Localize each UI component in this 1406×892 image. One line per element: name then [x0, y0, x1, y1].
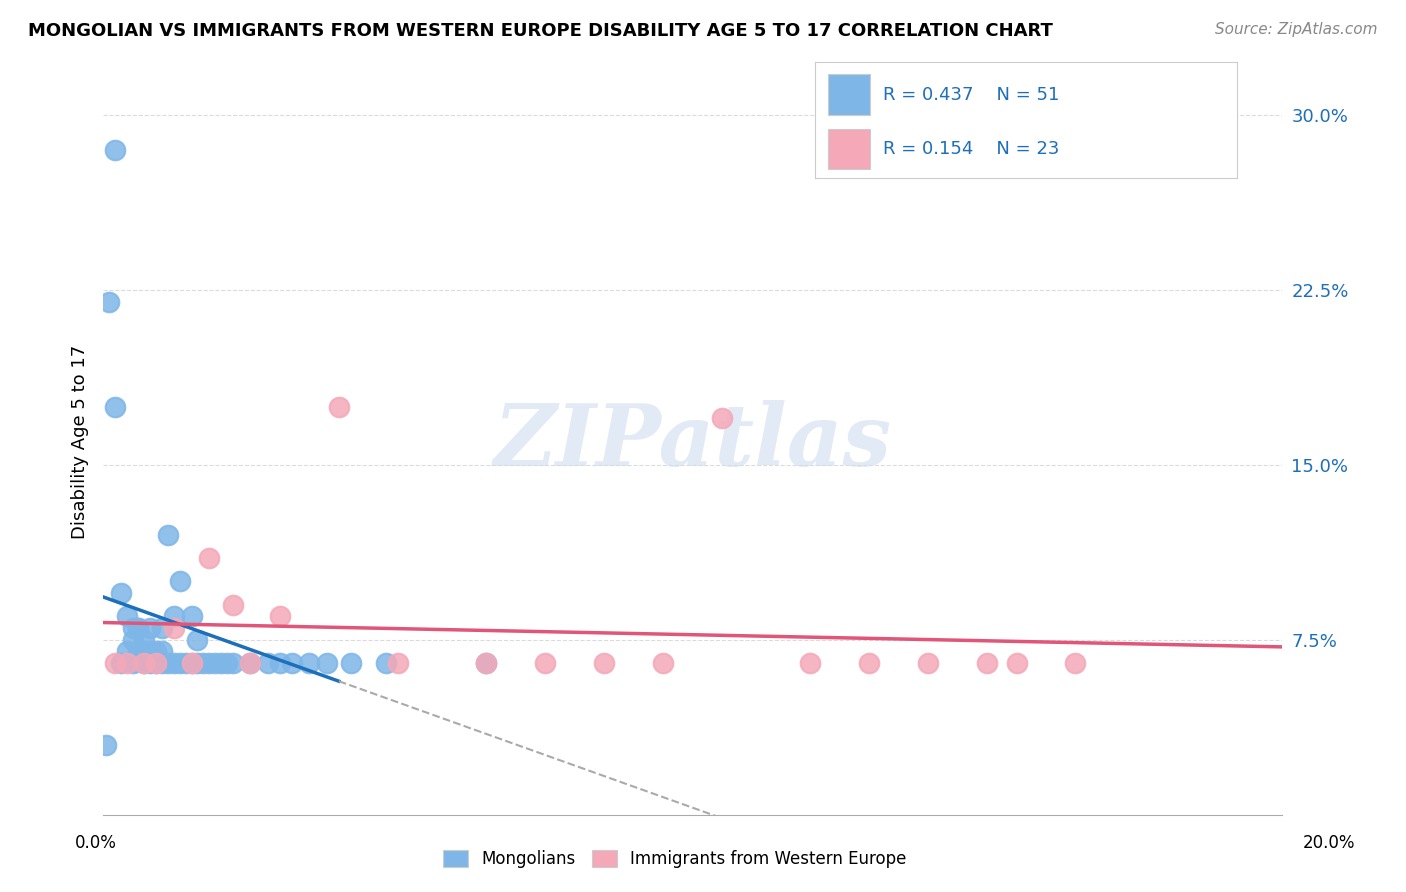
Point [186, 632, 208, 647]
Point [115, 609, 138, 624]
Point [139, 621, 162, 635]
Text: 0.0%: 0.0% [75, 834, 117, 852]
Legend: Mongolians, Immigrants from Western Europe: Mongolians, Immigrants from Western Euro… [436, 843, 914, 875]
Point [150, 656, 173, 670]
Point [917, 656, 939, 670]
Text: 20.0%: 20.0% [1302, 834, 1355, 852]
Point [215, 656, 238, 670]
Text: R = 0.154    N = 23: R = 0.154 N = 23 [883, 140, 1059, 159]
Point [652, 656, 675, 670]
Point [98, 294, 121, 309]
Point [222, 598, 245, 612]
Point [134, 632, 156, 647]
Text: R = 0.437    N = 51: R = 0.437 N = 51 [883, 86, 1059, 103]
Point [121, 656, 143, 670]
Point [163, 609, 186, 624]
Point [1064, 656, 1087, 670]
Point [328, 400, 350, 414]
Point [257, 656, 280, 670]
Point [222, 656, 245, 670]
Point [180, 609, 202, 624]
Point [145, 656, 167, 670]
Text: MONGOLIAN VS IMMIGRANTS FROM WESTERN EUROPE DISABILITY AGE 5 TO 17 CORRELATION C: MONGOLIAN VS IMMIGRANTS FROM WESTERN EUR… [28, 22, 1053, 40]
Point [180, 656, 202, 670]
Point [239, 656, 262, 670]
Point [145, 656, 167, 670]
Point [1005, 656, 1028, 670]
Point [134, 656, 156, 670]
Point [156, 656, 179, 670]
Point [858, 656, 880, 670]
Point [976, 656, 998, 670]
Point [150, 621, 173, 635]
Point [115, 656, 138, 670]
Point [110, 586, 132, 600]
Point [134, 644, 156, 658]
Point [139, 644, 162, 658]
Point [156, 528, 179, 542]
Point [115, 644, 138, 658]
Point [169, 656, 191, 670]
Point [209, 656, 232, 670]
Point [174, 656, 197, 670]
Text: Source: ZipAtlas.com: Source: ZipAtlas.com [1215, 22, 1378, 37]
Point [145, 644, 167, 658]
Point [150, 644, 173, 658]
Point [127, 621, 149, 635]
Point [239, 656, 262, 670]
Point [375, 656, 398, 670]
Point [110, 656, 132, 670]
FancyBboxPatch shape [828, 128, 870, 169]
Point [269, 609, 291, 624]
Point [163, 656, 186, 670]
Point [534, 656, 557, 670]
Point [104, 400, 127, 414]
Point [127, 621, 149, 635]
Point [127, 644, 149, 658]
Point [134, 656, 156, 670]
Point [316, 656, 339, 670]
Point [269, 656, 291, 670]
FancyBboxPatch shape [828, 74, 870, 114]
Point [186, 656, 208, 670]
Point [121, 632, 143, 647]
Point [193, 656, 215, 670]
Point [475, 656, 498, 670]
Text: ZIPatlas: ZIPatlas [494, 400, 891, 483]
Point [94, 738, 117, 752]
Point [710, 411, 733, 425]
Point [298, 656, 321, 670]
Point [104, 143, 127, 157]
Point [593, 656, 616, 670]
Point [799, 656, 821, 670]
Point [387, 656, 409, 670]
Point [475, 656, 498, 670]
Point [139, 656, 162, 670]
Point [204, 656, 226, 670]
Point [339, 656, 361, 670]
Point [198, 656, 221, 670]
Point [280, 656, 302, 670]
Point [163, 621, 186, 635]
Point [198, 551, 221, 566]
Point [121, 621, 143, 635]
Point [104, 656, 127, 670]
Y-axis label: Disability Age 5 to 17: Disability Age 5 to 17 [72, 344, 89, 539]
Point [180, 656, 202, 670]
Point [169, 574, 191, 589]
